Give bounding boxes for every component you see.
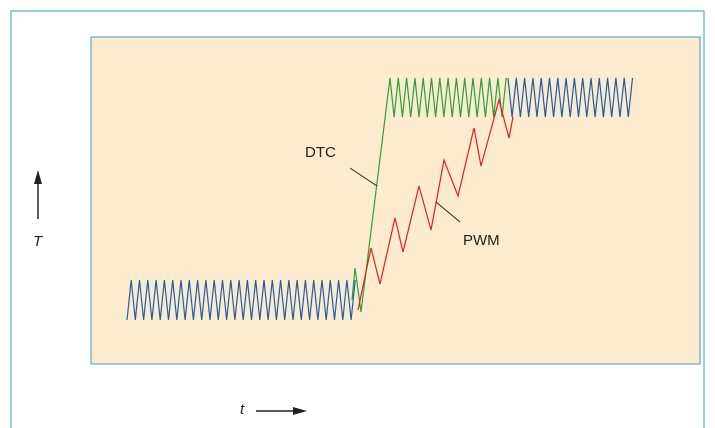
time-axis-label: t bbox=[240, 401, 245, 418]
pwm-leader-line bbox=[435, 201, 461, 223]
time-axis-arrow-head bbox=[293, 407, 307, 415]
outer-frame bbox=[10, 10, 705, 428]
dtc-label: DTC bbox=[305, 144, 336, 161]
dtc-leader-line bbox=[349, 167, 378, 187]
dtc-torque-trace bbox=[351, 77, 507, 313]
final-torque-ripple-trace bbox=[507, 77, 634, 118]
torque-axis-label: T bbox=[33, 233, 43, 250]
pwm-torque-trace bbox=[357, 97, 514, 311]
initial-torque-ripple-trace bbox=[126, 279, 356, 321]
torque-axis-arrow-head bbox=[34, 170, 42, 184]
pwm-label: PWM bbox=[463, 232, 500, 249]
